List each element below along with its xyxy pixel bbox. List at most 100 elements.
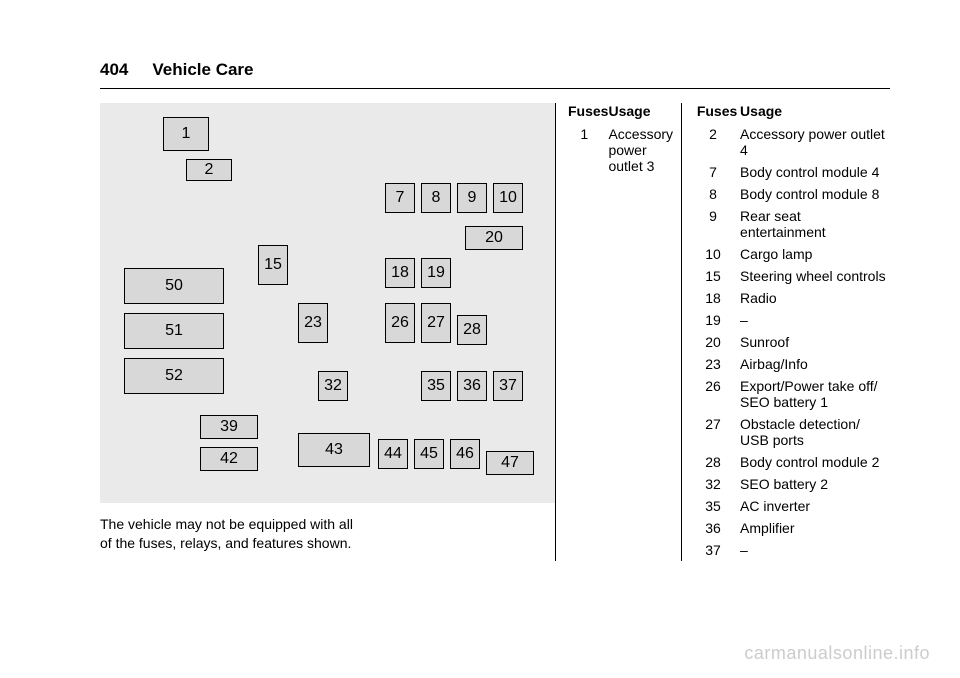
fuse-number: 26 (694, 375, 740, 413)
table-row: 26Export/Power take off/ SEO battery 1 (694, 375, 890, 413)
table-row: 2Accessory power outlet 4 (694, 123, 890, 161)
fuse-number: 20 (694, 331, 740, 353)
fuse-18: 18 (385, 258, 415, 288)
fuse-43: 43 (298, 433, 370, 467)
fuse-usage: Body control module 8 (740, 183, 890, 205)
fuse-usage: Cargo lamp (740, 243, 890, 265)
fuse-usage: AC inverter (740, 495, 890, 517)
table-row: 15Steering wheel controls (694, 265, 890, 287)
fuse-usage: Obstacle detection/ USB ports (740, 413, 890, 451)
fuse-26: 26 (385, 303, 415, 343)
fuse-number: 32 (694, 473, 740, 495)
fuse-37: 37 (493, 371, 523, 401)
fuse-42: 42 (200, 447, 258, 471)
fuse-number: 15 (694, 265, 740, 287)
fuse-usage: Accessory power outlet 3 (608, 123, 673, 177)
fuse-50: 50 (124, 268, 224, 304)
table-row: 18Radio (694, 287, 890, 309)
fuse-number: 19 (694, 309, 740, 331)
fuse-45: 45 (414, 439, 444, 469)
fuse-2: 2 (186, 159, 232, 181)
fuse-9: 9 (457, 183, 487, 213)
fuse-usage: – (740, 539, 890, 561)
fuse-15: 15 (258, 245, 288, 285)
fuse-19: 19 (421, 258, 451, 288)
page: 404 Vehicle Care 12789102015181950512326… (0, 0, 960, 678)
table-row: 7Body control module 4 (694, 161, 890, 183)
fuse-number: 18 (694, 287, 740, 309)
fuse-44: 44 (378, 439, 408, 469)
fuse-47: 47 (486, 451, 534, 475)
fuse-number: 27 (694, 413, 740, 451)
fuse-table-right: Fuses Usage 2Accessory power outlet 47Bo… (694, 103, 890, 561)
table-row: 23Airbag/Info (694, 353, 890, 375)
header-rule (100, 88, 890, 89)
page-number: 404 (100, 60, 128, 80)
fuse-usage: Amplifier (740, 517, 890, 539)
col-header-fuses: Fuses (568, 103, 608, 123)
fuse-10: 10 (493, 183, 523, 213)
left-column: 1278910201518195051232627285232353637394… (100, 103, 555, 561)
table-row: 8Body control module 8 (694, 183, 890, 205)
fuse-51: 51 (124, 313, 224, 349)
fuse-number: 28 (694, 451, 740, 473)
table-row: 20Sunroof (694, 331, 890, 353)
right-column: Fuses Usage 2Accessory power outlet 47Bo… (681, 103, 890, 561)
table-row: 1Accessory power outlet 3 (568, 123, 673, 177)
col-header-usage: Usage (740, 103, 890, 123)
fuse-46: 46 (450, 439, 480, 469)
table-row: 36Amplifier (694, 517, 890, 539)
fuse-table-mid: Fuses Usage 1Accessory power outlet 3 (568, 103, 673, 177)
col-header-usage: Usage (608, 103, 673, 123)
col-header-fuses: Fuses (694, 103, 740, 123)
fuse-usage: Body control module 2 (740, 451, 890, 473)
fuse-usage: Sunroof (740, 331, 890, 353)
fuse-diagram: 1278910201518195051232627285232353637394… (100, 103, 555, 503)
fuse-usage: Airbag/Info (740, 353, 890, 375)
page-header: 404 Vehicle Care (100, 60, 890, 80)
fuse-number: 9 (694, 205, 740, 243)
watermark: carmanualsonline.info (744, 643, 930, 664)
fuse-usage: Body control module 4 (740, 161, 890, 183)
content-columns: 1278910201518195051232627285232353637394… (100, 103, 890, 561)
fuse-20: 20 (465, 226, 523, 250)
table-row: 37– (694, 539, 890, 561)
table-row: 19– (694, 309, 890, 331)
table-row: 10Cargo lamp (694, 243, 890, 265)
fuse-number: 36 (694, 517, 740, 539)
fuse-number: 2 (694, 123, 740, 161)
fuse-39: 39 (200, 415, 258, 439)
table-row: 27Obstacle detection/ USB ports (694, 413, 890, 451)
fuse-usage: Export/Power take off/ SEO battery 1 (740, 375, 890, 413)
fuse-usage: SEO battery 2 (740, 473, 890, 495)
fuse-number: 7 (694, 161, 740, 183)
diagram-caption: The vehicle may not be equipped with all… (100, 515, 360, 553)
table-row: 32SEO battery 2 (694, 473, 890, 495)
table-row: 28Body control module 2 (694, 451, 890, 473)
fuse-35: 35 (421, 371, 451, 401)
fuse-usage: Radio (740, 287, 890, 309)
fuse-27: 27 (421, 303, 451, 343)
fuse-7: 7 (385, 183, 415, 213)
table-row: 35AC inverter (694, 495, 890, 517)
fuse-usage: – (740, 309, 890, 331)
fuse-number: 8 (694, 183, 740, 205)
fuse-usage: Accessory power outlet 4 (740, 123, 890, 161)
fuse-number: 1 (568, 123, 608, 177)
fuse-23: 23 (298, 303, 328, 343)
fuse-number: 37 (694, 539, 740, 561)
fuse-8: 8 (421, 183, 451, 213)
table-row: 9Rear seat entertainment (694, 205, 890, 243)
middle-column: Fuses Usage 1Accessory power outlet 3 (555, 103, 681, 561)
fuse-28: 28 (457, 315, 487, 345)
chapter-title: Vehicle Care (152, 60, 253, 80)
fuse-usage: Rear seat entertainment (740, 205, 890, 243)
fuse-number: 23 (694, 353, 740, 375)
fuse-36: 36 (457, 371, 487, 401)
fuse-number: 35 (694, 495, 740, 517)
fuse-52: 52 (124, 358, 224, 394)
fuse-32: 32 (318, 371, 348, 401)
fuse-1: 1 (163, 117, 209, 151)
fuse-usage: Steering wheel controls (740, 265, 890, 287)
fuse-number: 10 (694, 243, 740, 265)
